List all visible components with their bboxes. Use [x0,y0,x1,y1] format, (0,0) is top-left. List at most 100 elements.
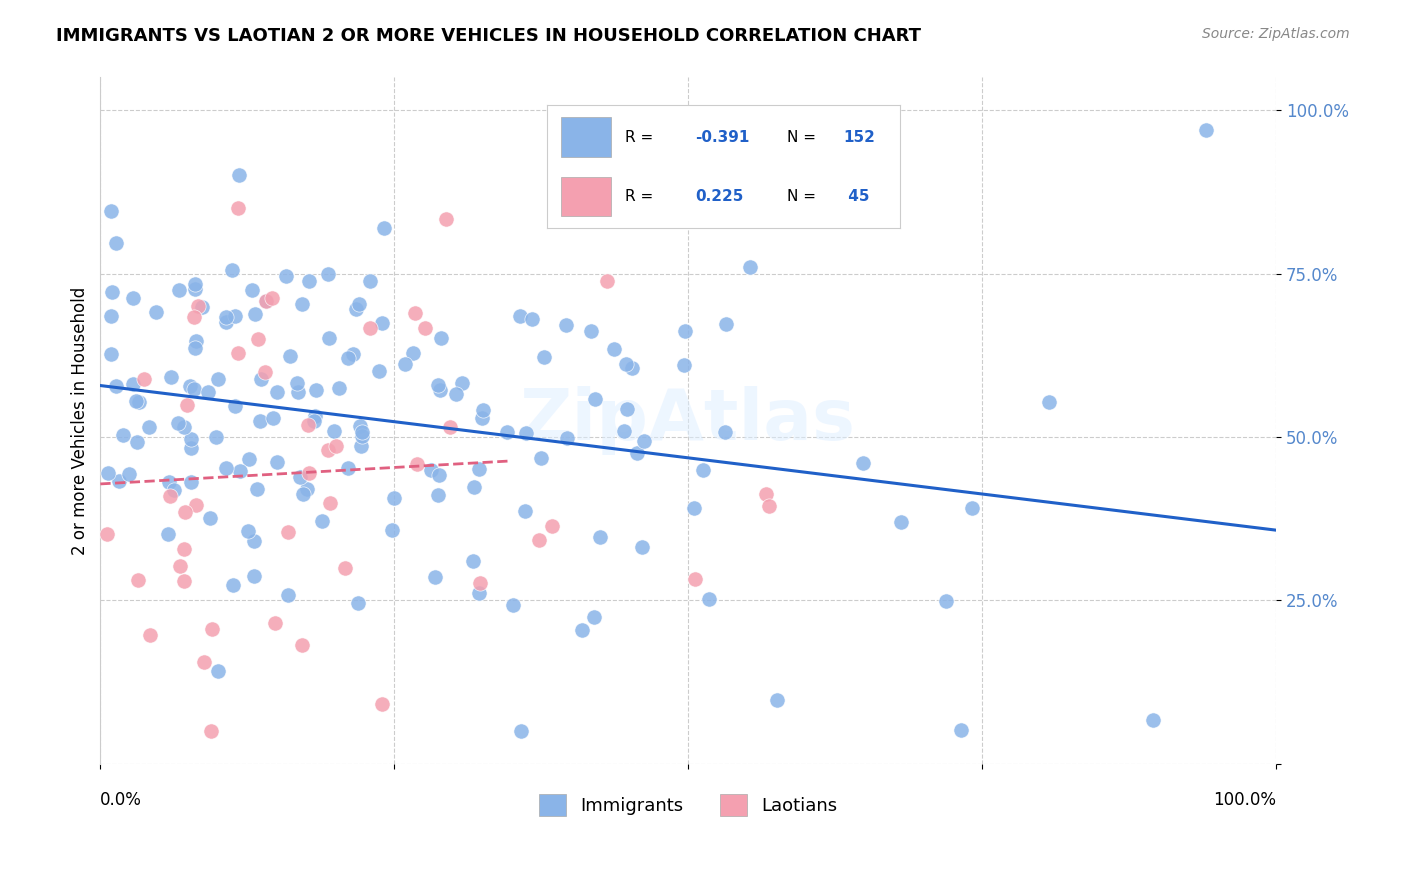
Point [298,274,321,288]
Point [444,387,467,401]
Point [254,293,277,308]
Point [419,462,441,476]
Point [226,346,249,360]
Point [243,534,266,549]
Text: IMMIGRANTS VS LAOTIAN 2 OR MORE VEHICLES IN HOUSEHOLD CORRELATION CHART: IMMIGRANTS VS LAOTIAN 2 OR MORE VEHICLES… [56,27,921,45]
Point [111,428,134,442]
Point [413,321,436,335]
Point [697,591,720,606]
Point [461,554,484,568]
Point [758,500,780,514]
Point [173,541,195,556]
Point [510,724,533,739]
Point [287,385,309,400]
Point [359,274,381,288]
Point [626,446,648,460]
Point [159,489,181,503]
Point [127,434,149,449]
Point [541,518,564,533]
Point [370,317,392,331]
Text: ZipAtlas: ZipAtlas [520,386,856,455]
Point [215,460,238,475]
Point [555,431,578,445]
Point [253,365,276,379]
Point [302,414,325,428]
Point [157,475,180,490]
Point [228,169,250,183]
Point [495,425,517,439]
Point [588,530,610,544]
Point [200,724,222,739]
Point [229,464,252,478]
Point [1038,395,1060,409]
Point [198,510,221,524]
Point [755,487,778,501]
Point [596,275,619,289]
Point [278,349,301,363]
Point [184,498,207,512]
Point [121,291,143,305]
Point [183,382,205,396]
Point [371,698,394,712]
Point [277,588,299,602]
Point [1142,713,1164,727]
Point [613,424,636,438]
Point [184,334,207,348]
Point [384,491,406,505]
Point [184,341,207,355]
Point [633,434,655,448]
Point [582,610,605,624]
Point [295,483,318,497]
Point [766,693,789,707]
Point [247,332,270,346]
Point [138,419,160,434]
Point [191,301,214,315]
Point [138,628,160,642]
Point [277,524,299,539]
Point [100,204,122,219]
Point [344,302,367,317]
Point [246,482,269,496]
Text: 100.0%: 100.0% [1213,791,1277,809]
Point [319,496,342,510]
Point [530,450,553,465]
Point [350,439,373,453]
Point [683,572,706,586]
Point [238,452,260,467]
Point [513,503,536,517]
Point [471,410,494,425]
Point [502,599,524,613]
Point [266,384,288,399]
Point [950,723,973,738]
Point [250,372,273,386]
Point [463,480,485,494]
Point [852,456,875,470]
Point [515,426,537,441]
Point [201,622,224,636]
Point [221,262,243,277]
Point [173,574,195,589]
Point [291,297,314,311]
Point [105,235,128,250]
Legend: Immigrants, Laotians: Immigrants, Laotians [531,787,845,823]
Point [285,376,308,391]
Point [224,310,246,324]
Point [692,463,714,477]
Point [631,540,654,554]
Point [104,379,127,393]
Point [187,300,209,314]
Point [347,297,370,311]
Point [249,414,271,428]
Point [373,220,395,235]
Point [673,324,696,338]
Point [406,457,429,471]
Point [738,260,761,274]
Point [169,283,191,297]
Point [100,347,122,361]
Point [337,461,360,475]
Point [471,402,494,417]
Point [174,505,197,519]
Point [266,455,288,469]
Point [1194,122,1216,136]
Point [323,424,346,438]
